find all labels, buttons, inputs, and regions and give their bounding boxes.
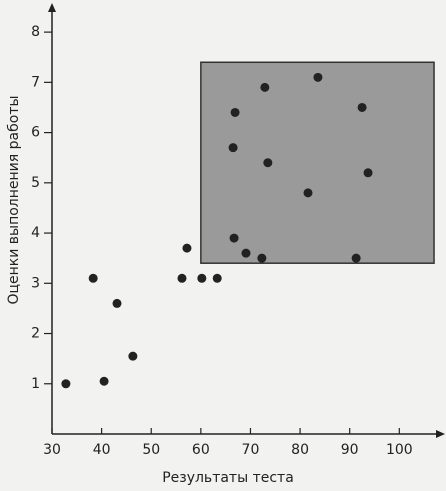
point — [197, 273, 207, 283]
x-tick-label: 50 — [142, 442, 160, 458]
y-tick-label: 1 — [31, 376, 40, 392]
y-tick-label: 4 — [31, 225, 40, 241]
point — [260, 82, 270, 92]
point — [229, 233, 239, 243]
point — [313, 72, 323, 82]
point — [241, 248, 251, 258]
point — [182, 243, 192, 253]
point — [230, 107, 240, 117]
point — [263, 158, 273, 168]
x-tick-label: 80 — [291, 442, 309, 458]
x-tick-label: 60 — [192, 442, 210, 458]
y-tick-label: 8 — [31, 24, 40, 40]
point — [228, 143, 238, 153]
y-tick-label: 5 — [31, 175, 40, 191]
point — [99, 376, 109, 386]
point — [212, 273, 222, 283]
point — [351, 253, 361, 263]
x-tick-label: 90 — [341, 442, 359, 458]
x-tick-label: 70 — [242, 442, 260, 458]
point — [257, 253, 267, 263]
point — [88, 273, 98, 283]
point — [61, 379, 71, 389]
point — [303, 188, 313, 198]
y-axis-arrow — [48, 3, 56, 12]
x-tick-label: 30 — [43, 442, 61, 458]
point — [357, 102, 367, 112]
x-axis-arrow — [436, 430, 445, 438]
y-tick-label: 7 — [31, 74, 40, 90]
x-axis-label: Результаты теста — [162, 470, 294, 486]
point — [177, 273, 187, 283]
point — [363, 168, 373, 178]
y-tick-label: 3 — [31, 275, 40, 291]
highlight-region — [200, 61, 435, 264]
y-axis-label: Оценки выполнения работы — [6, 95, 22, 304]
x-tick-label: 100 — [386, 442, 413, 458]
y-tick-label: 2 — [31, 326, 40, 342]
point — [112, 298, 122, 308]
point — [128, 351, 138, 361]
x-tick-label: 40 — [93, 442, 111, 458]
y-tick-label: 6 — [31, 125, 40, 141]
